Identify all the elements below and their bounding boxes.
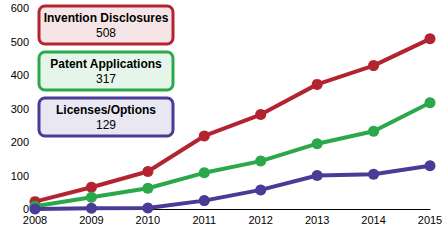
- svg-text:2008: 2008: [23, 214, 47, 226]
- svg-text:Licenses/Options: Licenses/Options: [56, 103, 156, 117]
- svg-text:300: 300: [11, 103, 29, 115]
- svg-text:Invention Disclosures: Invention Disclosures: [44, 11, 169, 25]
- svg-text:317: 317: [96, 72, 116, 86]
- svg-text:2011: 2011: [192, 214, 216, 226]
- svg-text:Patent Applications: Patent Applications: [50, 57, 162, 71]
- svg-text:2015: 2015: [418, 214, 442, 226]
- svg-text:0: 0: [22, 203, 29, 215]
- svg-text:400: 400: [11, 69, 29, 81]
- svg-text:129: 129: [96, 118, 116, 132]
- svg-text:2010: 2010: [136, 214, 160, 226]
- svg-text:2012: 2012: [248, 214, 272, 226]
- svg-text:600: 600: [11, 2, 29, 14]
- svg-text:100: 100: [11, 170, 29, 182]
- svg-text:2009: 2009: [79, 214, 103, 226]
- svg-text:2013: 2013: [305, 214, 329, 226]
- svg-text:508: 508: [96, 26, 116, 40]
- svg-text:2014: 2014: [361, 214, 385, 226]
- svg-text:500: 500: [11, 36, 29, 48]
- svg-text:200: 200: [11, 136, 29, 148]
